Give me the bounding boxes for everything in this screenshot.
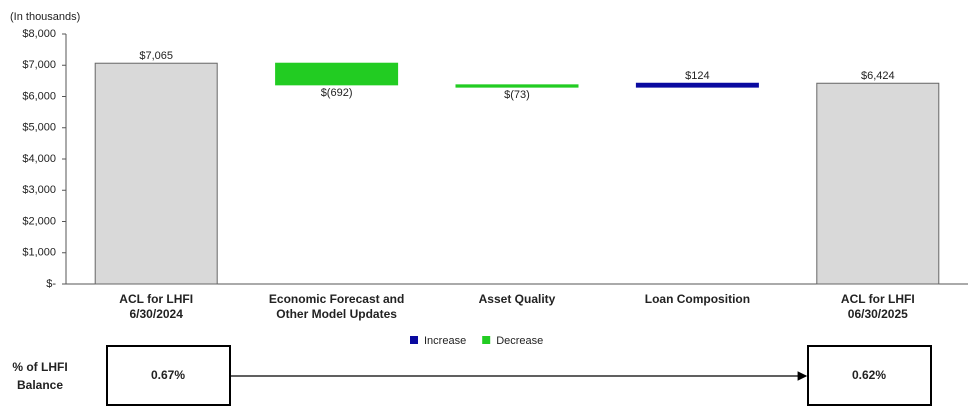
x-tick-label: Economic Forecast and bbox=[269, 292, 404, 306]
x-tick-label: 6/30/2024 bbox=[130, 307, 184, 321]
x-tick-label: Asset Quality bbox=[479, 292, 556, 306]
x-tick-label: ACL for LHFI bbox=[119, 292, 193, 306]
legend-swatch bbox=[410, 336, 418, 344]
y-tick-label: $2,000 bbox=[22, 215, 56, 227]
legend-label: Increase bbox=[424, 335, 466, 347]
bar bbox=[635, 82, 759, 88]
axis-note: (In thousands) bbox=[10, 11, 80, 23]
balance-label: Balance bbox=[17, 378, 63, 392]
y-tick-label: $6,000 bbox=[22, 90, 56, 102]
y-tick-label: $5,000 bbox=[22, 122, 56, 134]
balance-start: 0.67% bbox=[151, 368, 185, 382]
x-tick-label: Loan Composition bbox=[645, 292, 750, 306]
y-tick-label: $4,000 bbox=[22, 153, 56, 165]
x-tick-label: 06/30/2025 bbox=[848, 307, 908, 321]
balance-label: % of LHFI bbox=[12, 360, 67, 374]
balance-end: 0.62% bbox=[852, 368, 886, 382]
value-label: $6,424 bbox=[861, 70, 895, 82]
y-tick-label: $7,000 bbox=[22, 59, 56, 71]
x-tick-label: Other Model Updates bbox=[276, 307, 397, 321]
y-tick-label: $3,000 bbox=[22, 184, 56, 196]
bar bbox=[455, 84, 579, 88]
y-tick-label: $8,000 bbox=[22, 28, 56, 40]
value-label: $(692) bbox=[321, 87, 353, 99]
y-tick-label: $- bbox=[46, 278, 56, 290]
value-label: $124 bbox=[685, 70, 709, 82]
x-tick-label: ACL for LHFI bbox=[841, 292, 915, 306]
y-tick-label: $1,000 bbox=[22, 247, 56, 259]
legend-label: Decrease bbox=[496, 335, 543, 347]
value-label: $(73) bbox=[504, 89, 530, 101]
legend-swatch bbox=[482, 336, 491, 344]
bar bbox=[94, 62, 218, 285]
bar bbox=[816, 82, 940, 285]
value-label: $7,065 bbox=[139, 50, 173, 62]
bar bbox=[275, 62, 399, 86]
balance-box bbox=[807, 345, 932, 406]
